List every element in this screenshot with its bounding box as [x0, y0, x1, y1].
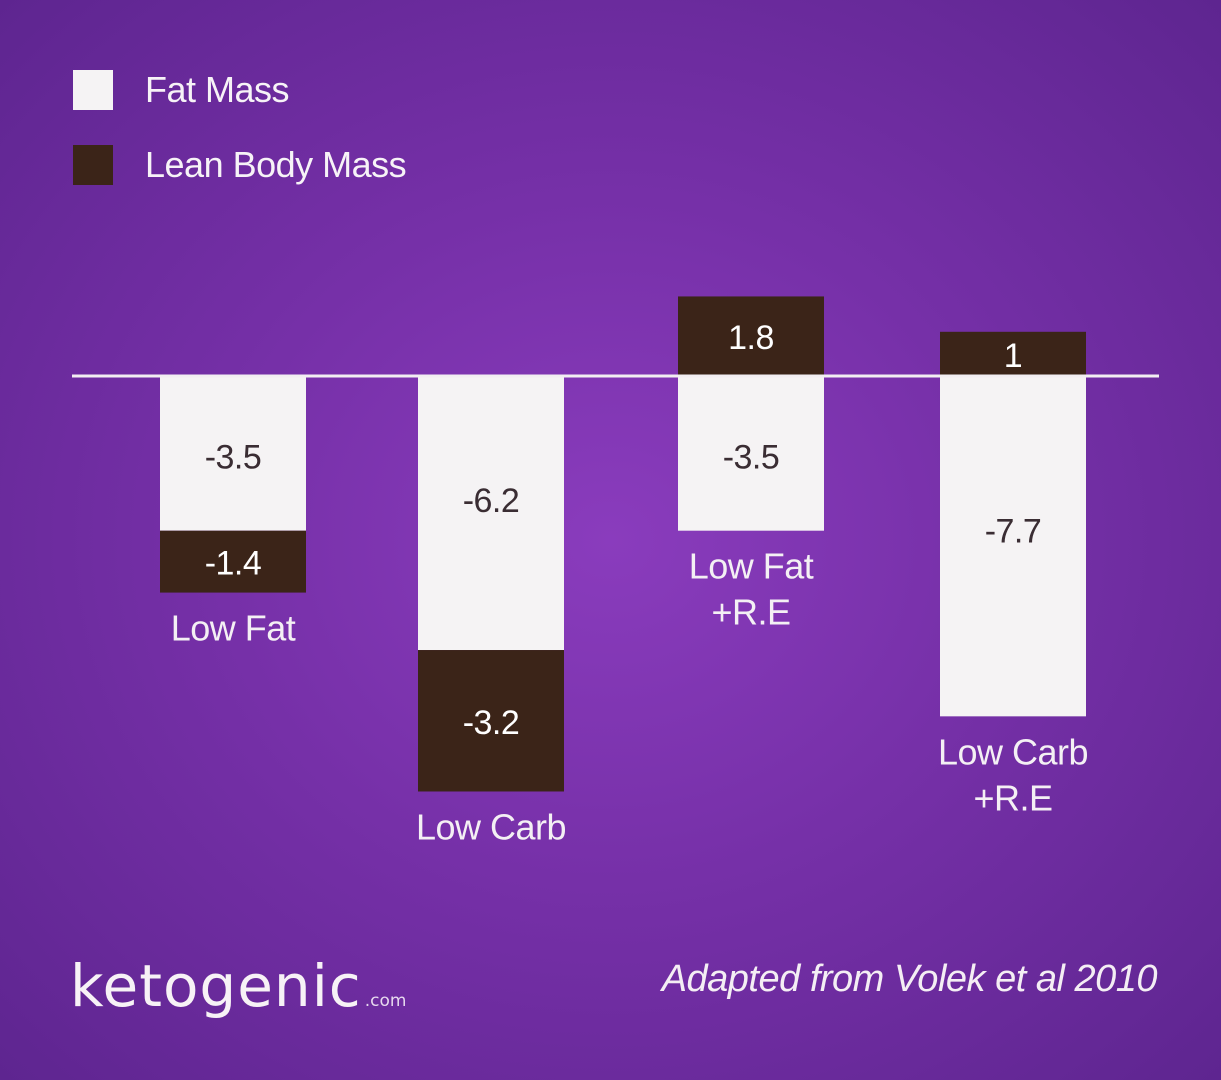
value-label-lean-body-mass-low-carb-r-e: 1: [1004, 337, 1022, 375]
value-label-fat-mass-low-carb: -6.2: [463, 482, 520, 520]
legend-swatch-lean-body-mass: [73, 145, 113, 185]
legend-item-lean-body-mass: Lean Body Mass: [73, 144, 407, 185]
bar-fat-mass-low-carb: [418, 376, 564, 651]
logo-text: ketogenic: [70, 952, 362, 1020]
bar-lean-body-mass-low-carb-r-e: [940, 331, 1086, 376]
logo-suffix: .com: [364, 991, 407, 1011]
bar-fat-mass-low-fat-r-e: [678, 376, 824, 531]
legend-swatch-fat-mass: [73, 70, 113, 110]
value-label-lean-body-mass-low-fat: -1.4: [205, 545, 262, 583]
bar-lean-body-mass-low-fat-r-e: [678, 296, 824, 376]
category-label-low-carb: Low Carb: [416, 806, 566, 847]
value-label-lean-body-mass-low-fat-r-e: 1.8: [728, 319, 774, 357]
value-label-fat-mass-low-carb-r-e: -7.7: [985, 513, 1042, 551]
bar-lean-body-mass-low-fat: [160, 530, 306, 593]
ketogenic-logo: ketogenic .com: [70, 952, 406, 1020]
legend-label-lean-body-mass: Lean Body Mass: [145, 144, 407, 185]
source-note: Adapted from Volek et al 2010: [661, 958, 1158, 1000]
legend-item-fat-mass: Fat Mass: [73, 69, 406, 110]
value-label-fat-mass-low-fat: -3.5: [205, 438, 262, 476]
legend-label-fat-mass: Fat Mass: [145, 69, 290, 110]
value-label-lean-body-mass-low-carb: -3.2: [463, 704, 520, 742]
category-label-low-carb-r-e: Low Carb +R.E: [938, 731, 1088, 818]
legend: Fat Mass Lean Body Mass: [73, 69, 407, 220]
category-label-low-fat-r-e: Low Fat +R.E: [689, 546, 814, 633]
bar-fat-mass-low-fat: [160, 376, 306, 531]
value-label-fat-mass-low-fat-r-e: -3.5: [723, 438, 780, 476]
bar-lean-body-mass-low-carb: [418, 650, 564, 792]
category-label-low-fat: Low Fat: [171, 608, 296, 649]
bar-fat-mass-low-carb-r-e: [940, 376, 1086, 717]
